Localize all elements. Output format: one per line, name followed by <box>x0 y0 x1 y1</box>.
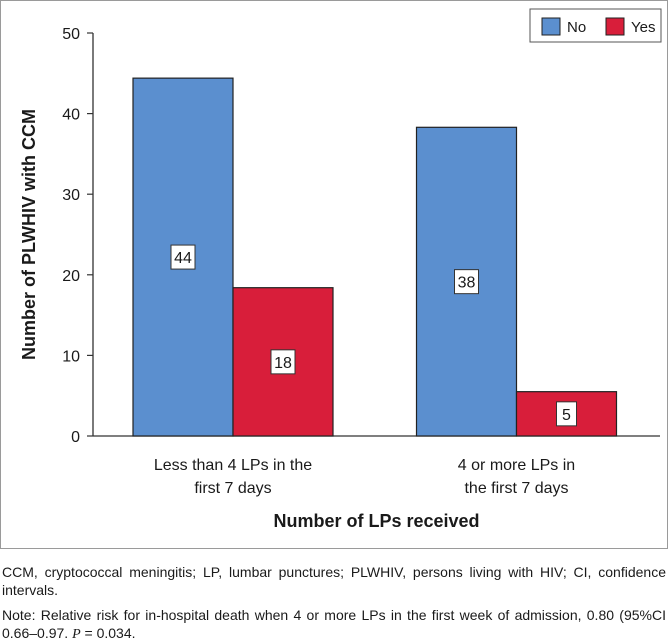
axes: 0 10 20 30 40 50 Number of PLWHIV with CCM Numb… <box>19 26 660 531</box>
note-p-symbol: P <box>72 627 81 642</box>
legend-label-no: No <box>567 19 586 36</box>
data-label-text: 5 <box>562 407 571 424</box>
y-tick-label: 0 <box>71 429 80 446</box>
bar-chart: 0 10 20 30 40 50 Number of PLWHIV with CCM Numb… <box>19 8 662 531</box>
data-label-box <box>170 244 196 270</box>
caption-abbreviations: CCM, cryptococcal meningitis; LP, lumbar… <box>2 564 666 598</box>
x-tick-label-0-line-1: first 7 days <box>194 480 271 497</box>
data-label-box <box>454 269 479 295</box>
legend-swatch-yes <box>605 17 625 36</box>
y-axis-title: Number of PLWHIV with CCM <box>19 109 39 360</box>
figure-frame <box>0 0 668 549</box>
data-label-yes-1: 5 <box>556 401 577 427</box>
x-tick-label-0-line-0: Less than 4 LPs in the <box>154 457 312 474</box>
data-label-no-0: 44 <box>170 244 196 270</box>
data-label-no-1: 38 <box>454 269 479 295</box>
data-label-box <box>556 401 577 427</box>
bars: 44 18 38 5 <box>132 77 618 437</box>
data-label-yes-0: 18 <box>270 349 296 375</box>
data-label-text: 38 <box>458 275 476 292</box>
legend-swatch-no <box>541 17 561 36</box>
y-tick-label: 10 <box>62 348 80 365</box>
caption-note: Note: Relative risk for in-hospital deat… <box>2 606 666 644</box>
legend: No Yes <box>529 8 662 43</box>
data-label-text: 18 <box>274 355 292 372</box>
y-tick-label: 40 <box>62 107 80 124</box>
y-tick-label: 30 <box>62 187 80 204</box>
x-tick-label-1-line-0: 4 or more LPs in <box>458 457 575 474</box>
data-label-text: 44 <box>174 250 192 267</box>
y-tick-label: 50 <box>62 26 80 43</box>
note-p-value: = 0.034. <box>80 625 136 641</box>
y-tick-label: 20 <box>62 268 80 285</box>
x-tick-label-1-line-1: the first 7 days <box>464 480 568 497</box>
note-text: Note: Relative risk for in-hospital deat… <box>2 607 666 641</box>
data-label-box <box>270 349 296 375</box>
legend-label-yes: Yes <box>631 19 655 36</box>
x-axis-title: Number of LPs received <box>273 511 479 531</box>
